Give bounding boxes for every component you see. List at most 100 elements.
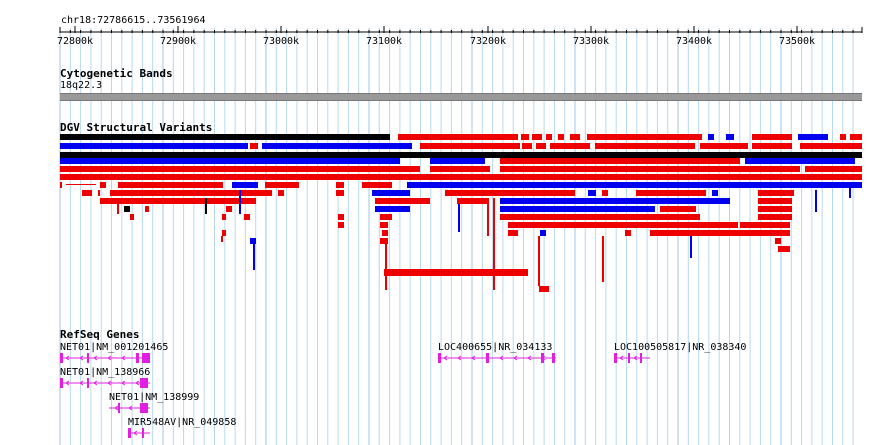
variant-feature (798, 134, 828, 140)
variant-feature (570, 134, 580, 140)
variant-feature (595, 143, 695, 149)
net01-gene-exon (87, 378, 89, 388)
variant-feature (232, 182, 258, 188)
variant-feature (540, 230, 546, 236)
variant-feature (66, 184, 96, 185)
variant-feature (430, 166, 490, 172)
loc100505817-gene-strand-arrow (633, 355, 638, 361)
variant-feature (250, 238, 256, 244)
variant-feature (800, 143, 862, 149)
variant-feature (660, 206, 696, 212)
variant-feature (558, 134, 564, 140)
variant-feature (758, 206, 792, 212)
ruler-tick-label: 73000k (263, 36, 299, 47)
variant-feature (60, 174, 862, 180)
variant-feature (712, 190, 718, 196)
variant-feature (430, 158, 485, 164)
loc100505817-gene-exon (628, 353, 630, 363)
loc400655-gene-strand-arrow (485, 355, 490, 361)
variant-feature (82, 190, 92, 196)
variant-feature (145, 206, 149, 212)
variant-feature (398, 134, 518, 140)
ruler-tick-label: 72900k (160, 36, 196, 47)
variant-feature (60, 134, 390, 140)
variant-feature (500, 206, 655, 212)
variant-feature (539, 286, 549, 292)
loc400655-gene-exon (552, 353, 555, 363)
gene-label[interactable]: LOC400655|NR_034133 (438, 342, 553, 353)
loc400655-gene-strand-arrow (499, 355, 504, 361)
variant-feature (336, 182, 344, 188)
variant-feature (650, 230, 790, 236)
variant-feature (210, 198, 256, 204)
variant-feature (60, 166, 420, 172)
variant-feature (372, 190, 410, 196)
variant-feature (708, 134, 714, 140)
net01-gene-strand-arrow (135, 380, 140, 386)
net01-gene-strand-arrow (93, 380, 98, 386)
gene-label[interactable]: LOC100505817|NR_038340 (614, 342, 747, 353)
gene-label[interactable]: MIR548AV|NR_049858 (128, 417, 237, 428)
cytogenetic-bands-title: Cytogenetic Bands (60, 67, 173, 80)
variant-feature (420, 143, 520, 149)
net01-gene-strand-arrow (121, 355, 126, 361)
net01-gene-strand-arrow (107, 355, 112, 361)
gene-label[interactable]: NET01|NM_138999 (109, 392, 200, 403)
net01-gene-strand-arrow (65, 380, 70, 386)
variant-feature (226, 206, 232, 212)
variant-feature (758, 198, 792, 204)
variant-feature (521, 134, 529, 140)
variant-feature (602, 190, 608, 196)
mir548av-gene-exon (142, 428, 144, 438)
variant-feature (522, 143, 532, 149)
variant-feature (745, 158, 855, 164)
variant-feature (384, 269, 528, 276)
variant-feature (222, 230, 226, 236)
variant-feature (445, 190, 575, 196)
variant-feature (250, 143, 258, 149)
variant-feature (740, 222, 790, 228)
variant-feature (362, 182, 392, 188)
gene-label[interactable]: NET01|NM_001201465 (60, 342, 169, 353)
variant-feature (457, 198, 489, 204)
net01-gene-exon (140, 403, 148, 413)
variant-feature (840, 134, 846, 140)
variant-feature (752, 134, 792, 140)
loc100505817-gene-exon (614, 353, 617, 363)
ruler-tick-label: 72800k (57, 36, 93, 47)
variant-feature (265, 182, 299, 188)
loc400655-gene-strand-arrow (443, 355, 448, 361)
variant-feature (587, 134, 702, 140)
net01-gene-exon (136, 353, 139, 363)
variant-feature (407, 182, 862, 188)
variant-feature (60, 182, 62, 188)
variant-feature (380, 222, 388, 228)
variant-feature (100, 198, 218, 204)
variant-feature (124, 206, 130, 212)
variant-feature (588, 190, 596, 196)
loc400655-gene-strand-arrow (457, 355, 462, 361)
cytoband-label: 18q22.3 (60, 80, 103, 91)
variant-feature (532, 134, 542, 140)
variant-feature (550, 143, 590, 149)
mir548av-gene-exon (128, 428, 131, 438)
variant-feature (500, 158, 740, 164)
net01-gene-exon (87, 353, 89, 363)
variant-feature (222, 214, 226, 220)
loc400655-gene-exon (486, 353, 489, 363)
variant-feature (758, 214, 792, 220)
ruler-tick-label: 73300k (573, 36, 609, 47)
loc100505817-gene-exon (640, 353, 642, 363)
loc400655-gene-strand-arrow (541, 355, 546, 361)
cytoband-bar[interactable] (60, 93, 862, 101)
net01-gene-strand-arrow (93, 355, 98, 361)
variant-feature (278, 190, 284, 196)
gene-label[interactable]: NET01|NM_138966 (60, 367, 151, 378)
net01-gene-exon (142, 353, 150, 363)
loc400655-gene-strand-arrow (471, 355, 476, 361)
variant-feature (850, 134, 862, 140)
